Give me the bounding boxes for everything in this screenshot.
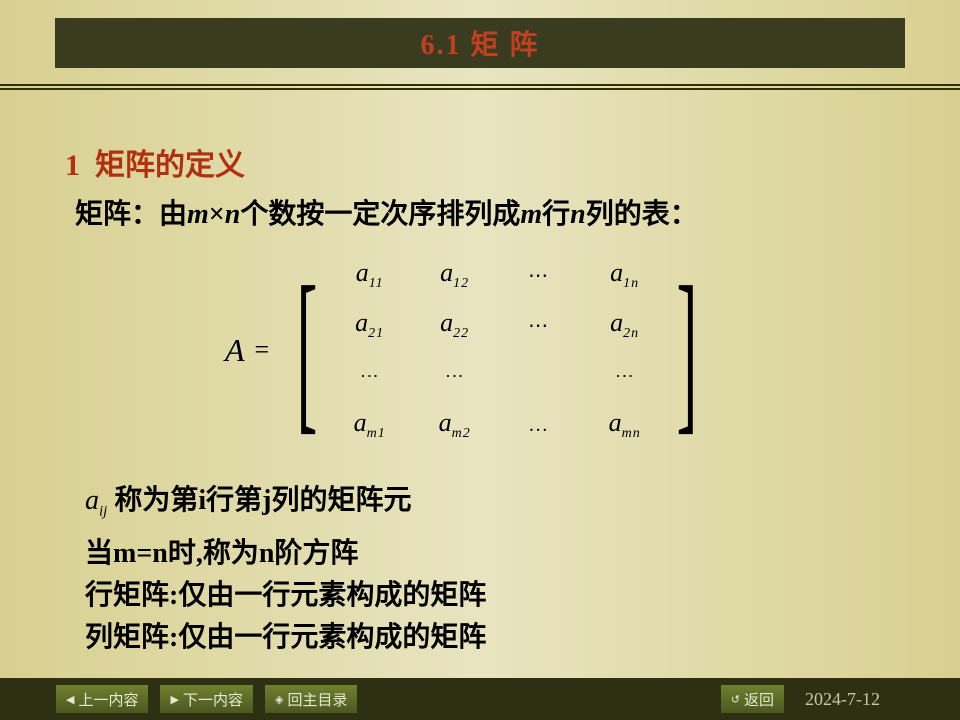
footer-date: 2024-7-12 — [805, 689, 880, 710]
vdots-1: ⋮ — [359, 367, 381, 383]
next-label: 下一内容 — [183, 689, 243, 710]
note-line-2: 当m=n时,称为n阶方阵 — [85, 533, 885, 575]
cell-m1: am1 — [354, 408, 386, 442]
note-line-4: 列矩阵:仅由一行元素构成的矩阵 — [85, 617, 885, 659]
section-heading-text: 矩阵的定义 — [95, 149, 245, 182]
notes-block: aij 称为第i行第j列的矩阵元 当m=n时,称为n阶方阵 行矩阵:仅由一行元素… — [85, 480, 885, 659]
footer-bar: ◀ 上一内容 ▶ 下一内容 ◈ 回主目录 ↺ 返回 2024-7-12 — [0, 678, 960, 720]
divider-top-1 — [0, 84, 960, 86]
prev-icon: ◀ — [66, 693, 74, 706]
equals-sign: = — [255, 335, 270, 365]
cell-1dots: ⋯ — [528, 263, 551, 288]
def-mid2: 行 — [542, 199, 570, 230]
vdots-2: ⋮ — [444, 367, 466, 383]
home-label: 回主目录 — [287, 689, 347, 710]
page-title: 6.1 矩 阵 — [420, 23, 539, 63]
definition-line: 矩阵：由m×n个数按一定次序排列成m行n列的表： — [75, 192, 895, 232]
cell-m2: am2 — [439, 408, 471, 442]
section-number: 1 — [65, 149, 80, 182]
cell-21: a21 — [355, 308, 384, 342]
title-band: 6.1 矩 阵 — [55, 18, 905, 68]
prev-button[interactable]: ◀ 上一内容 — [55, 684, 149, 714]
prev-label: 上一内容 — [78, 689, 138, 710]
note1-text: 称为第i行第j列的矩阵元 — [107, 485, 411, 516]
right-bracket: ] — [677, 260, 698, 440]
back-button[interactable]: ↺ 返回 — [720, 684, 785, 714]
note-line-3: 行矩阵:仅由一行元素构成的矩阵 — [85, 575, 885, 617]
next-icon: ▶ — [170, 693, 178, 706]
cell-2n: a2n — [610, 308, 639, 342]
def-mid1: 个数按一定次序排列成 — [240, 199, 520, 230]
matrix-equation: A = [ a11 a12 ⋯ a1n a21 a22 ⋯ a2n ⋮ ⋮ ⋮ … — [225, 250, 717, 450]
content-area: 1 矩阵的定义 矩阵：由m×n个数按一定次序排列成m行n列的表： A = [ a… — [65, 140, 895, 232]
var-n-2: n — [570, 199, 586, 230]
cell-mdots: … — [528, 414, 551, 437]
left-bracket: [ — [297, 260, 318, 440]
var-m: m — [187, 199, 209, 230]
vdots-4: ⋮ — [614, 367, 636, 383]
section-heading: 1 矩阵的定义 — [65, 140, 895, 184]
matrix-lhs: A — [225, 332, 245, 369]
home-button[interactable]: ◈ 回主目录 — [264, 684, 358, 714]
var-m-2: m — [520, 199, 542, 230]
back-label: 返回 — [744, 689, 774, 710]
def-prefix: 矩阵：由 — [75, 199, 187, 230]
cell-22: a22 — [440, 308, 469, 342]
cell-1n: a1n — [610, 258, 639, 292]
times-sign: × — [209, 199, 225, 230]
matrix-grid: a11 a12 ⋯ a1n a21 a22 ⋯ a2n ⋮ ⋮ ⋮ am1 am… — [327, 250, 667, 450]
cell-12: a12 — [440, 258, 469, 292]
divider-top-2 — [0, 88, 960, 90]
cell-2dots: ⋯ — [528, 313, 551, 338]
cell-mn: amn — [609, 408, 641, 442]
aij-symbol: aij — [85, 485, 107, 516]
next-button[interactable]: ▶ 下一内容 — [159, 684, 253, 714]
home-icon: ◈ — [275, 693, 283, 706]
note-line-1: aij 称为第i行第j列的矩阵元 — [85, 480, 885, 533]
def-suffix: 列的表： — [586, 199, 698, 230]
back-icon: ↺ — [731, 693, 740, 706]
cell-11: a11 — [356, 258, 384, 292]
var-n: n — [225, 199, 241, 230]
